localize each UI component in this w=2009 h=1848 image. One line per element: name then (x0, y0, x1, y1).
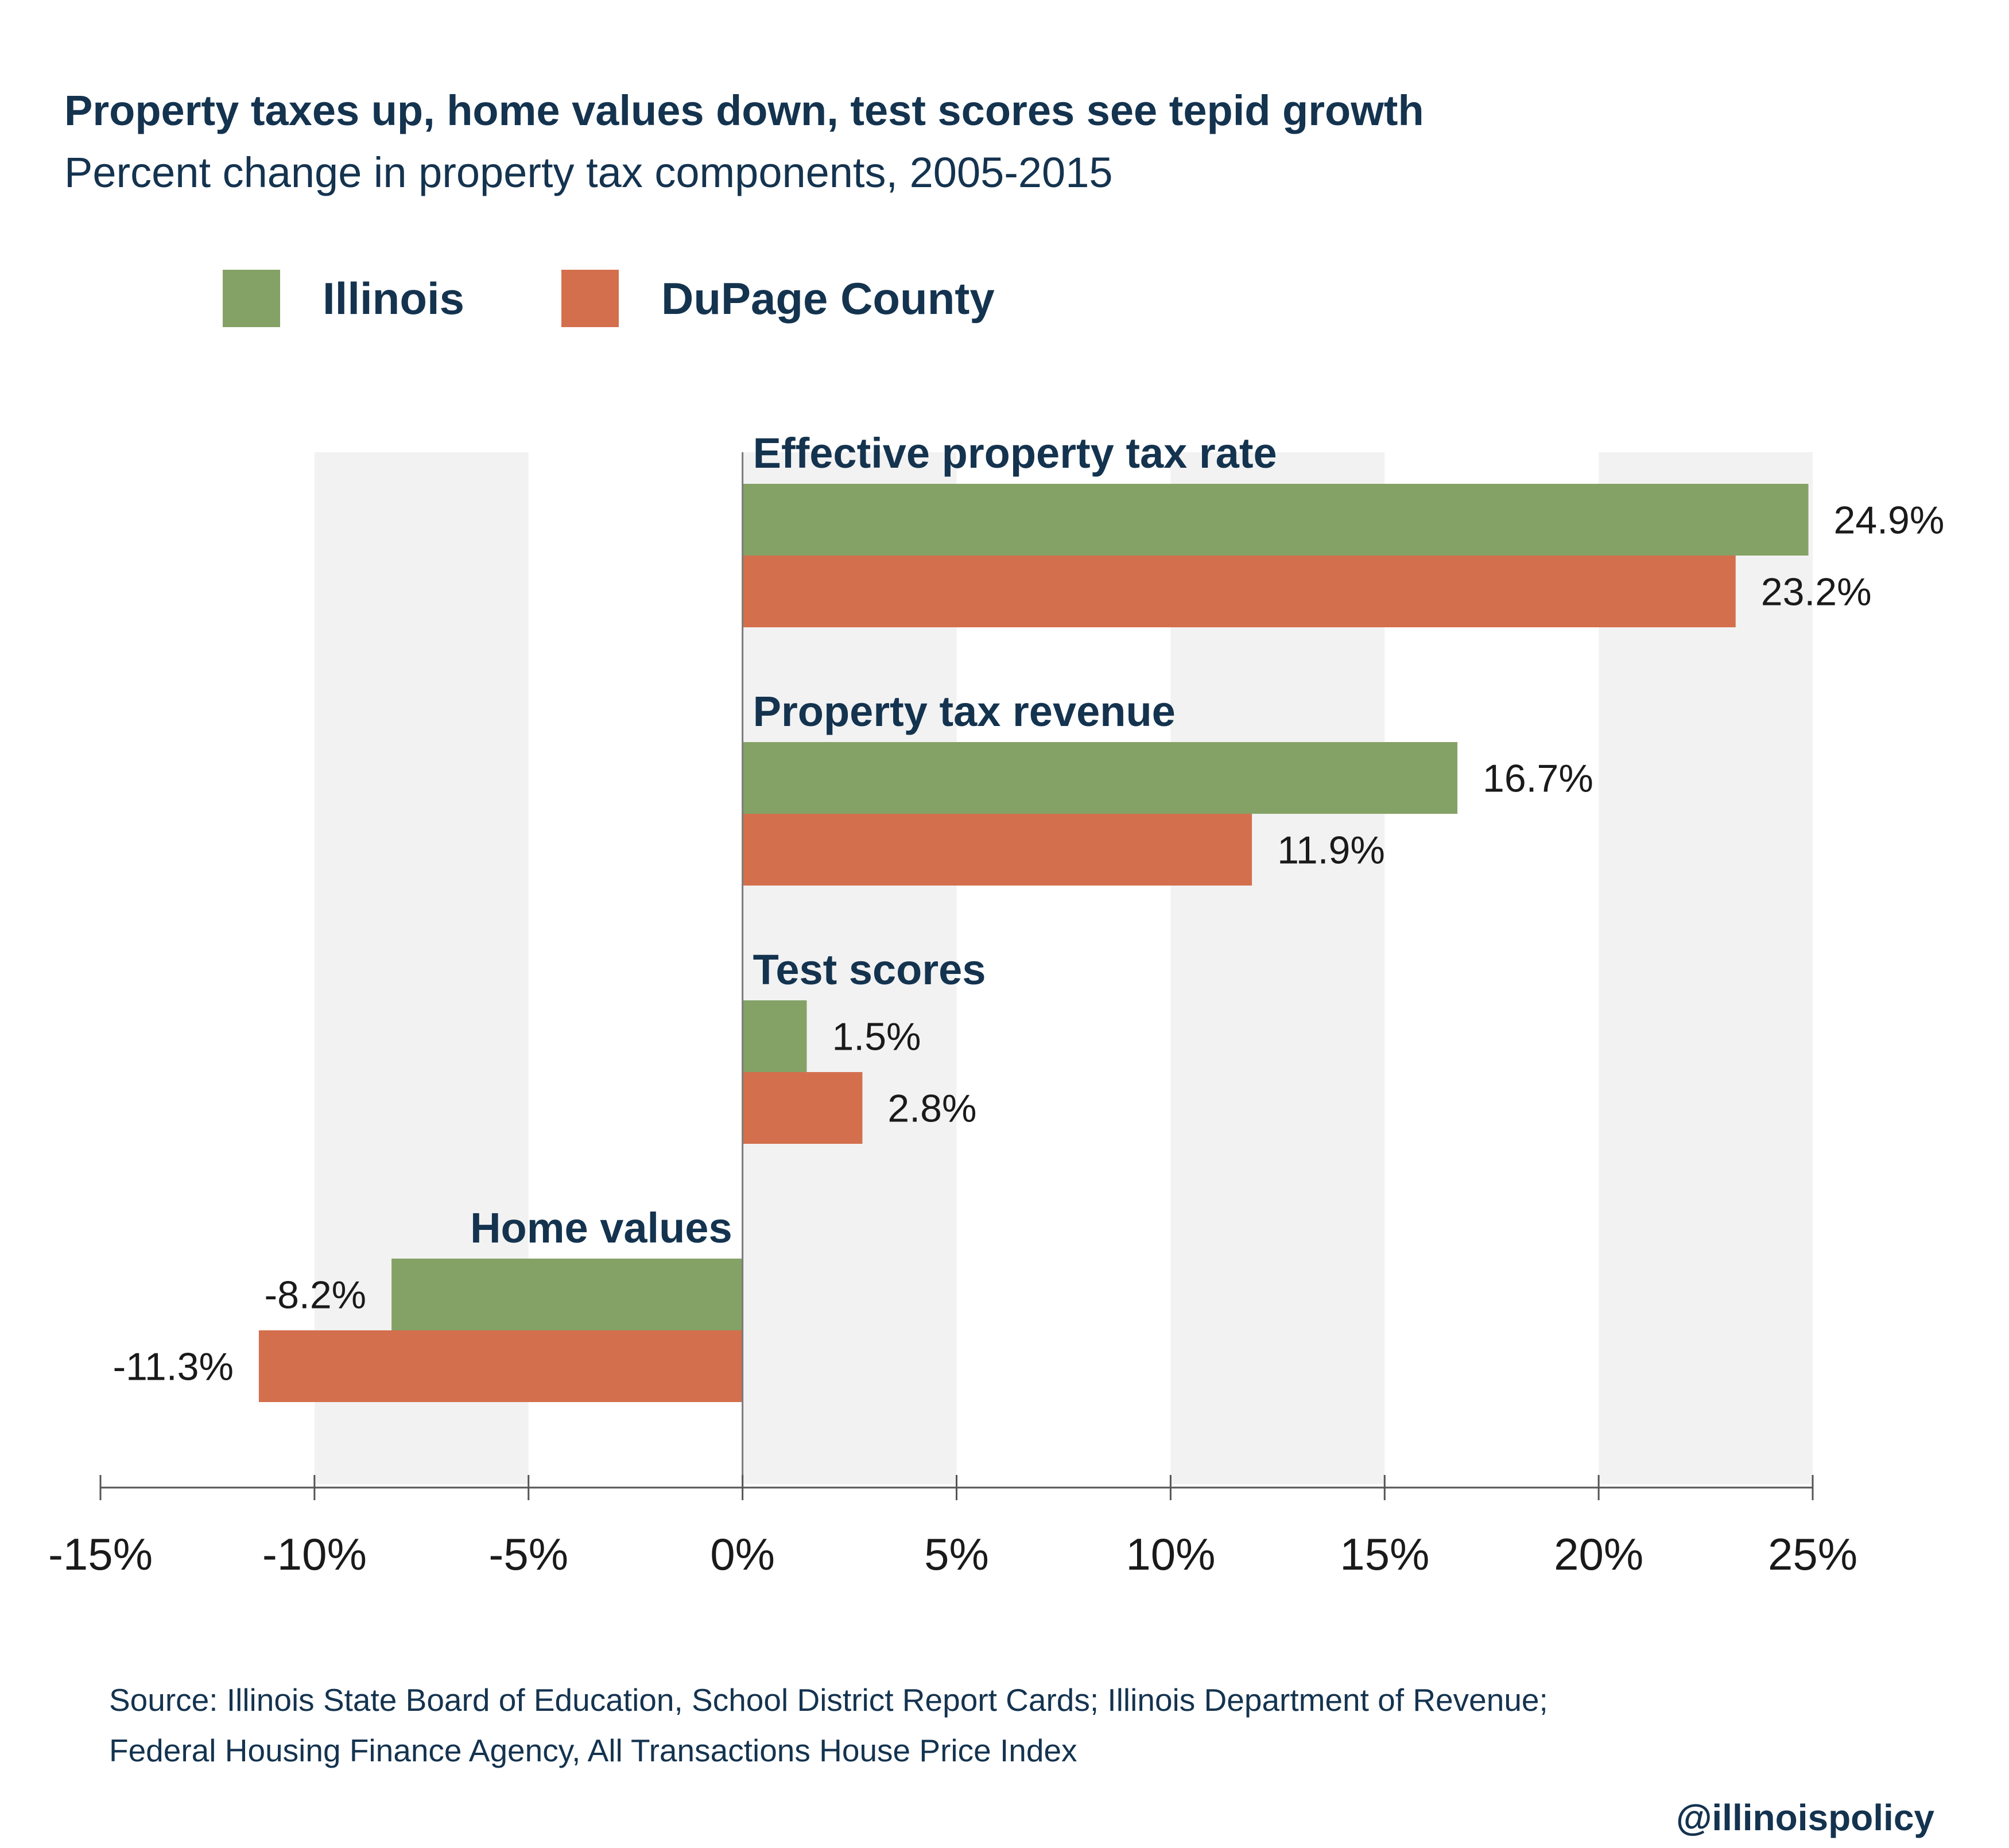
legend-label-illinois: Illinois (323, 273, 465, 324)
x-tick-label: 15% (1340, 1529, 1429, 1579)
legend-item-illinois: Illinois (223, 270, 464, 327)
x-tick-label: 5% (924, 1529, 989, 1579)
category-label: Test scores (753, 946, 986, 993)
category-label: Home values (470, 1204, 732, 1252)
bar (742, 556, 1736, 627)
bar-value-label: 1.5% (832, 1015, 921, 1059)
bar (742, 742, 1458, 814)
legend-swatch-illinois (223, 270, 280, 327)
bar-value-label: 16.7% (1483, 757, 1593, 801)
source-line-1: Source: Illinois State Board of Educatio… (109, 1682, 1548, 1718)
chart-subtitle: Percent change in property tax component… (64, 149, 1113, 196)
bar (258, 1330, 743, 1402)
source-note: Source: Illinois State Board of Educatio… (109, 1675, 1548, 1776)
bar-value-label: 2.8% (887, 1087, 976, 1131)
source-line-2: Federal Housing Finance Agency, All Tran… (109, 1733, 1077, 1768)
bar-value-label: 11.9% (1277, 829, 1385, 872)
x-tick-label: -5% (488, 1529, 568, 1579)
bar-value-label: -11.3% (113, 1345, 234, 1389)
x-tick-label: -15% (48, 1529, 153, 1579)
bar-value-label: 23.2% (1761, 570, 1872, 614)
social-handle: @illinoispolicy (1676, 1797, 1934, 1838)
bar (742, 1000, 807, 1072)
bar (742, 1072, 863, 1144)
bar-value-label: -8.2% (264, 1274, 366, 1317)
x-tick-label: 20% (1554, 1529, 1643, 1579)
category-label: Property tax revenue (753, 688, 1176, 735)
legend-item-dupage: DuPage County (561, 270, 995, 327)
bar (742, 484, 1809, 556)
x-tick-label: -10% (262, 1529, 367, 1579)
legend-swatch-dupage (561, 270, 619, 327)
x-tick-label: 10% (1126, 1529, 1215, 1579)
x-tick-label: 0% (710, 1529, 775, 1579)
category-label: Effective property tax rate (753, 429, 1277, 477)
bar (391, 1259, 743, 1330)
chart-title: Property taxes up, home values down, tes… (64, 87, 1424, 134)
legend-label-dupage: DuPage County (661, 273, 995, 324)
x-tick-label: 25% (1768, 1529, 1857, 1579)
bar (742, 814, 1252, 886)
bar-value-label: 24.9% (1834, 499, 1945, 542)
